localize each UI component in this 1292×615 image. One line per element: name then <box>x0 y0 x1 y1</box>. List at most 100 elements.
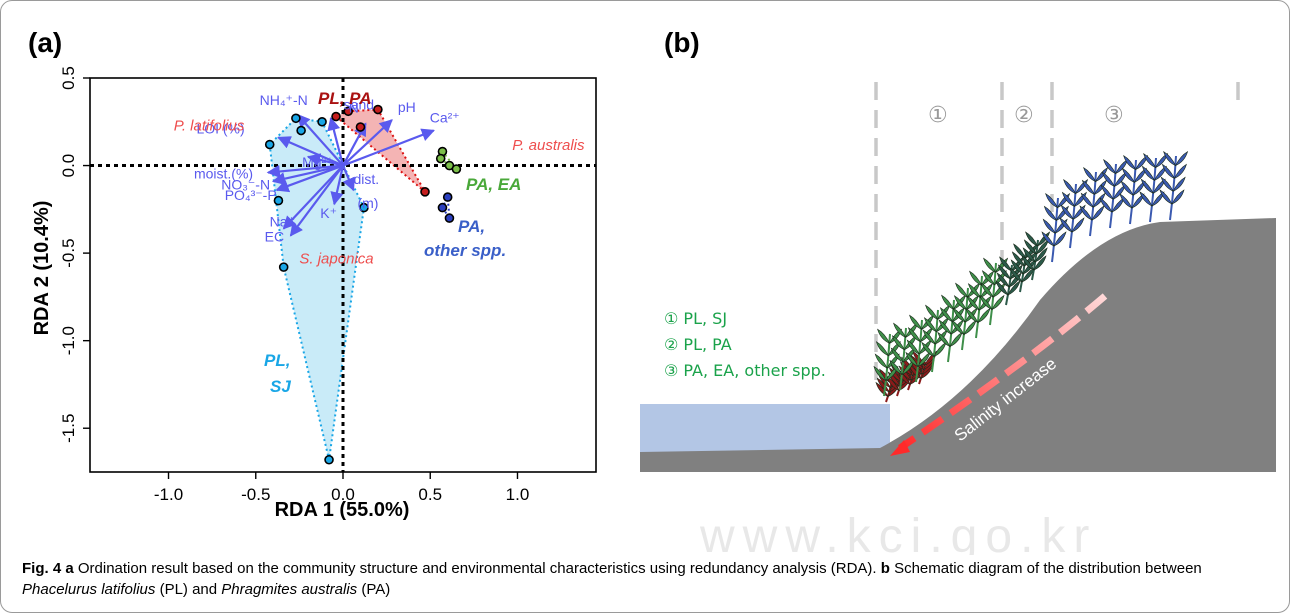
plant-leaf <box>1151 191 1165 207</box>
vector-arrow-12 <box>282 164 344 230</box>
plant-leaf <box>1174 150 1189 167</box>
group-label-pa: PA, <box>458 217 485 236</box>
plant-leaf <box>1080 192 1094 208</box>
point-pl-sj-5 <box>359 202 369 213</box>
plant-stem <box>1149 157 1157 223</box>
plant-leaf <box>1083 166 1097 183</box>
plant-z3-5 <box>1139 152 1169 223</box>
legend-item-2: ② PL, PA <box>664 335 732 354</box>
plant-stem <box>1169 155 1177 221</box>
plant-stem <box>931 309 939 373</box>
plant-stem <box>1019 251 1027 293</box>
caption-a-letter: a <box>65 560 74 577</box>
vector-arrow-7 <box>266 164 344 179</box>
plant-leaf <box>1100 184 1114 200</box>
ground-slope <box>640 218 1276 472</box>
plant-leaf <box>1173 163 1187 180</box>
group-label-pa-ea: PA, EA <box>466 175 521 194</box>
plant-leaf <box>952 307 966 323</box>
vector-label-13: EC <box>265 229 284 245</box>
plant-leaf <box>1059 217 1073 233</box>
y-tick-label-4: -1.5 <box>59 414 78 443</box>
legend-item-1: ① PL, SJ <box>664 309 727 328</box>
plant-leaf <box>1009 267 1023 283</box>
vector-arrow-2 <box>342 119 393 167</box>
plant-leaf <box>1063 178 1077 195</box>
plant-z2-2 <box>1021 231 1051 281</box>
hull-pa-other <box>441 193 451 219</box>
plant-leaf <box>873 365 887 382</box>
point-pl-sj-0 <box>264 139 275 150</box>
plant-leaf <box>1025 231 1039 247</box>
vector-arrow-3 <box>342 128 435 167</box>
plant-leaf <box>891 335 906 351</box>
plant-z1-1 <box>889 322 919 391</box>
plant-leaf <box>893 322 907 338</box>
species-label-1: P. australis <box>512 137 585 154</box>
plant-stem <box>1089 171 1097 237</box>
figure-caption: Fig. 4 a Ordination result based on the … <box>22 558 1272 600</box>
plant-leaf <box>991 294 1005 311</box>
salinity-arrow <box>898 293 1108 451</box>
plant-leaf <box>965 307 979 324</box>
caption-b-letter: b <box>880 560 890 577</box>
plant-leaf <box>951 319 965 336</box>
point-pl-sj-1 <box>296 125 306 136</box>
caption-species-2: Phragmites australis <box>221 581 358 598</box>
zero-lines <box>90 78 596 472</box>
legend-item-3: ③ PA, EA, other spp. <box>664 361 826 380</box>
vector-label-2: pH <box>398 99 416 115</box>
plant-leaf <box>923 317 938 333</box>
plant-leaf <box>1053 231 1067 247</box>
plant-leaf <box>1041 231 1055 247</box>
x-tick-label-1: -0.5 <box>241 485 270 504</box>
plant-leaf <box>1131 193 1145 209</box>
y-tick-label-3: -1.0 <box>59 326 78 355</box>
schematic-diagram: ① ② ③ Salinity increase ① PL, SJ ② PL, P… <box>640 82 1276 472</box>
x-axis-title: RDA 1 (55.0%) <box>275 499 410 521</box>
plant-stem <box>1051 197 1059 263</box>
group-label-other-spp: other spp. <box>424 241 506 260</box>
plant-leaf <box>1141 165 1156 182</box>
plant-leaf <box>1120 180 1134 196</box>
plant-z1-2 <box>905 314 935 383</box>
vector-label-10: K⁺ <box>320 205 337 221</box>
vector-label-12: Na⁺ <box>270 214 295 230</box>
plant-leaf <box>1140 178 1154 194</box>
plant-leaf <box>1121 167 1136 184</box>
caption-b-text: Schematic diagram of the distribution be… <box>889 560 1202 577</box>
plant-stem <box>961 287 969 351</box>
plant-leaf <box>1061 191 1076 208</box>
plant-leaf <box>1022 247 1036 263</box>
caption-fig-label: Fig. 4 <box>22 560 62 577</box>
plant-stem <box>947 299 955 363</box>
salinity-arrow-head <box>890 440 910 456</box>
vector-label-9: PO₄³⁻-P <box>225 187 277 203</box>
plant-leaf <box>1161 163 1176 180</box>
vector-label-8: NO₃⁻-N <box>221 176 270 192</box>
plant-leaf <box>921 341 935 358</box>
plant-leaf <box>1079 205 1093 221</box>
plant-leaf <box>1119 193 1133 209</box>
plant-leaf <box>1011 251 1026 267</box>
y-tick-label-2: -0.5 <box>59 238 78 267</box>
point-pa-ea-3 <box>451 164 462 174</box>
vector-label-5: LOI (%) <box>196 121 244 137</box>
vector-label-dist: dist. <box>353 171 379 187</box>
plant-stem <box>1129 159 1137 225</box>
plant-leaf <box>1045 192 1059 209</box>
group-label-pl: PL, <box>264 351 290 370</box>
vector-label-6: Mg²⁺ <box>302 154 334 170</box>
plant-leaf <box>966 295 980 311</box>
plant-z3-2 <box>1079 166 1109 237</box>
vector-arrow-0 <box>296 113 344 167</box>
plant-leaf <box>890 347 904 363</box>
point-pa-other-0 <box>442 192 453 202</box>
site-points <box>264 104 462 465</box>
zone-2-label: ② <box>1014 103 1034 128</box>
species-label-2: S. japonica <box>299 251 373 268</box>
vector-arrow-9 <box>275 164 344 193</box>
plant-leaf <box>1060 204 1074 220</box>
